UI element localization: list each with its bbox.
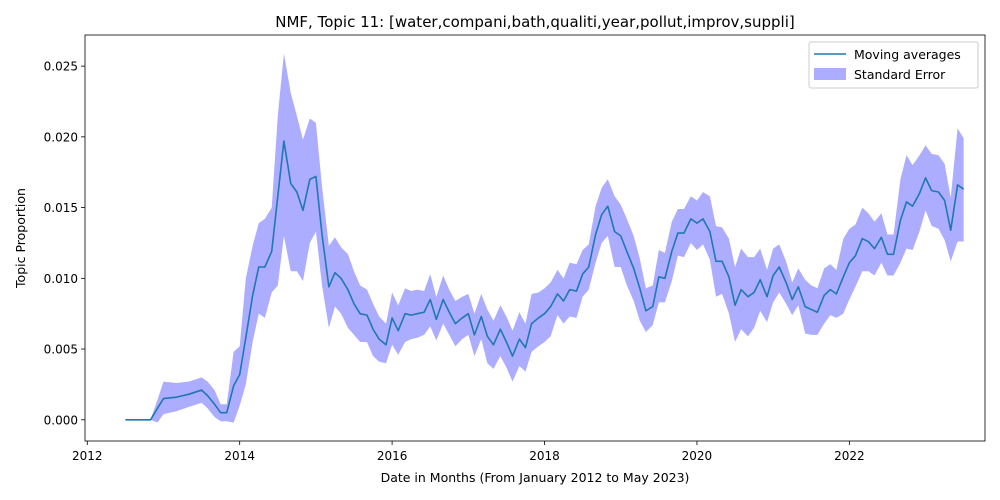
x-tick-label: 2016	[377, 449, 408, 463]
standard-error-band	[125, 53, 964, 423]
y-tick-label: 0.010	[44, 272, 78, 286]
y-tick-label: 0.020	[44, 130, 78, 144]
x-tick-label: 2014	[224, 449, 255, 463]
y-tick-label: 0.015	[44, 201, 78, 215]
plot-area-frame	[84, 34, 986, 442]
y-axis-ticks: 0.000 0.005 0.010 0.015 0.020 0.025	[44, 60, 85, 427]
y-axis-label: Topic Proportion	[13, 188, 28, 289]
x-tick-label: 2018	[529, 449, 560, 463]
legend-box	[808, 41, 979, 89]
x-axis-ticks: 2012 2014 2016 2018 2020 2022	[72, 441, 865, 463]
legend-swatch-standard-error	[814, 68, 846, 80]
legend: Moving averages Standard Error	[808, 41, 979, 89]
y-tick-label: 0.005	[44, 343, 78, 357]
x-tick-label: 2012	[72, 449, 103, 463]
x-tick-label: 2022	[834, 449, 865, 463]
chart-title: NMF, Topic 11: [water,compani,bath,quali…	[275, 13, 794, 31]
y-tick-label: 0.025	[44, 60, 78, 74]
x-axis-label: Date in Months (From January 2012 to May…	[381, 470, 690, 485]
x-tick-label: 2020	[682, 449, 713, 463]
legend-label-standard-error: Standard Error	[854, 67, 946, 82]
y-tick-label: 0.000	[44, 413, 78, 427]
standard-error-band-layer	[125, 53, 964, 423]
moving-average-line	[125, 140, 965, 421]
legend-label-moving-averages: Moving averages	[854, 47, 961, 62]
moving-average-line-layer	[125, 140, 965, 421]
